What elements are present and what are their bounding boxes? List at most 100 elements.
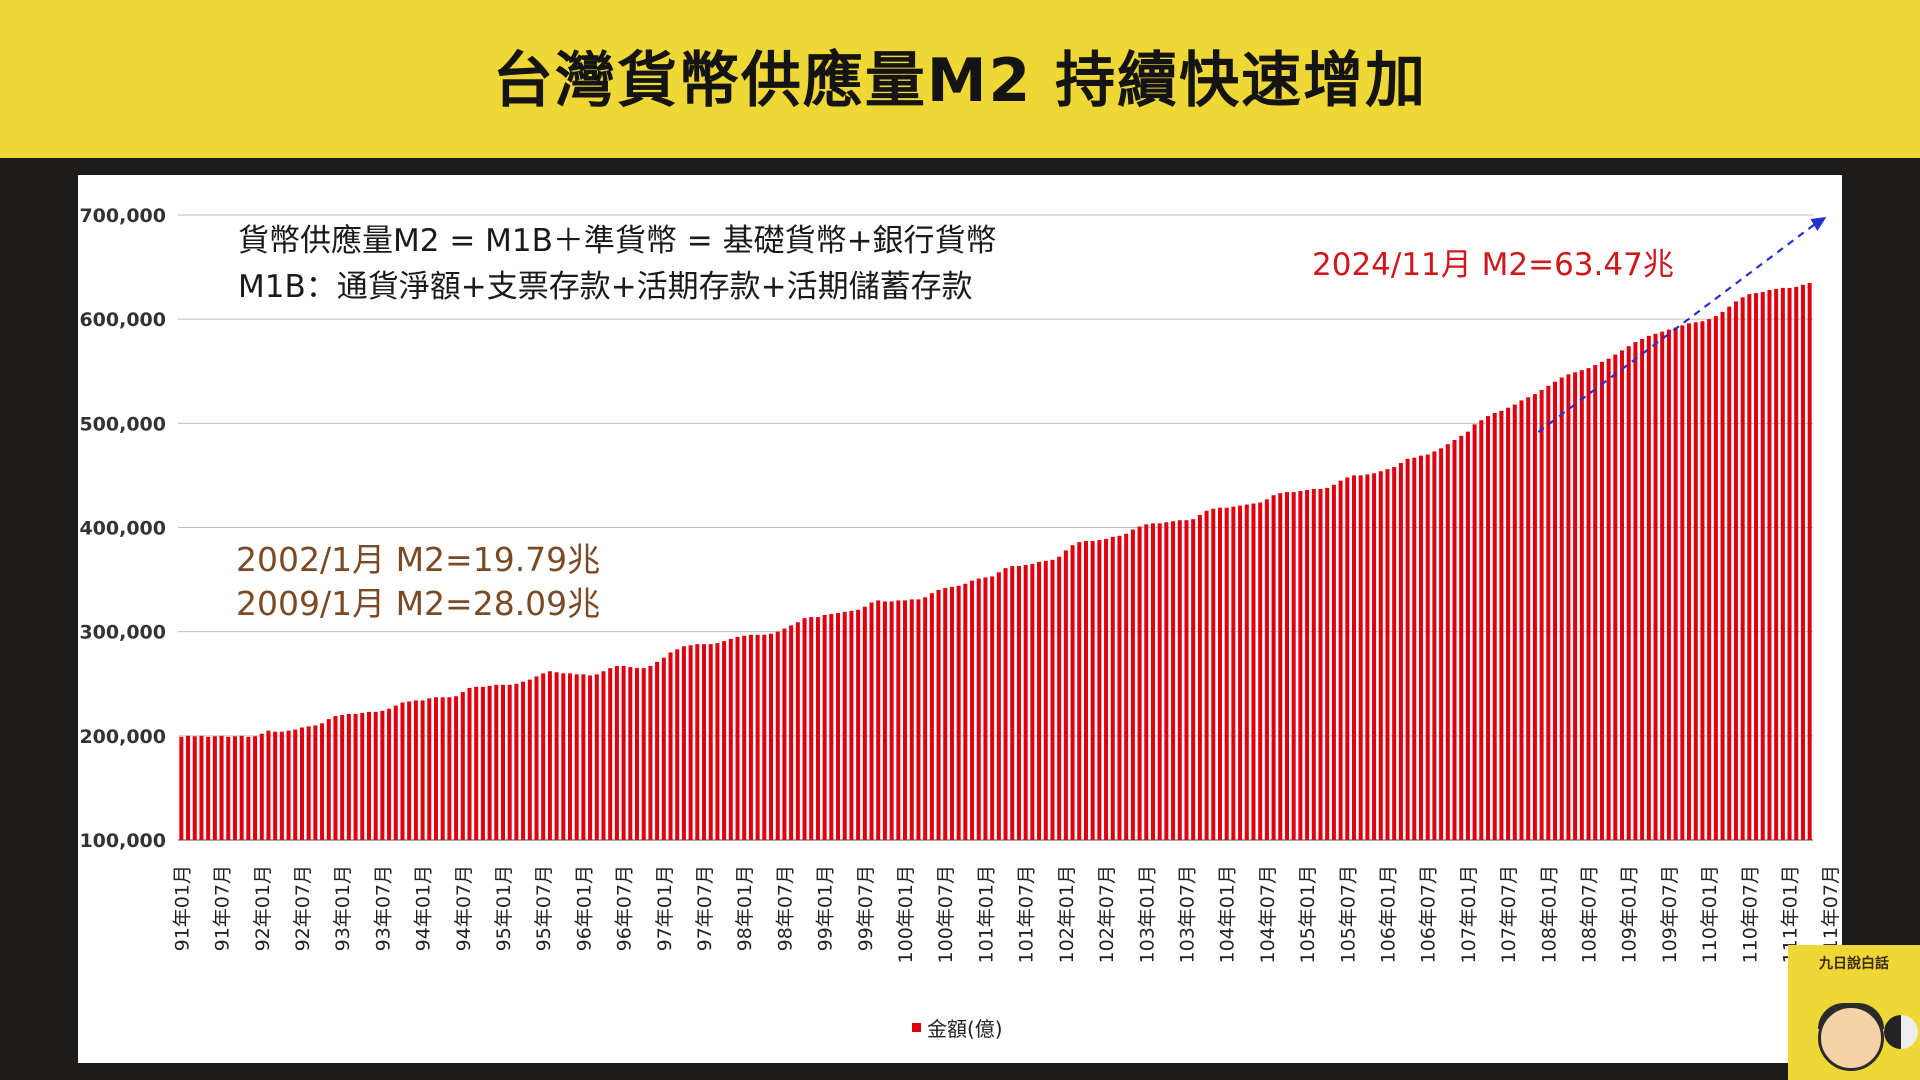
bar	[1070, 545, 1075, 840]
bar	[366, 711, 371, 840]
x-tick-label: 92年07月	[292, 865, 314, 951]
x-tick-label: 97年01月	[654, 865, 676, 951]
bar	[1519, 400, 1524, 840]
bar	[581, 674, 586, 840]
bar	[1452, 440, 1457, 840]
bar	[923, 597, 928, 840]
bar	[1305, 490, 1310, 840]
y-tick-label: 400,000	[79, 518, 166, 540]
bar	[1633, 342, 1638, 840]
bar	[1291, 492, 1296, 840]
bar	[1338, 480, 1343, 840]
bar	[1747, 294, 1752, 841]
x-tick-label: 109年07月	[1659, 865, 1681, 963]
bar	[1171, 521, 1176, 840]
bar	[1083, 541, 1088, 840]
bar	[1197, 515, 1202, 840]
yin-yang-icon	[1884, 1015, 1918, 1049]
bar	[668, 652, 673, 840]
bar	[226, 736, 231, 840]
bar	[1532, 394, 1537, 840]
bar	[1787, 287, 1792, 841]
bar	[594, 674, 599, 840]
bar	[1687, 323, 1692, 840]
bar	[1646, 335, 1651, 840]
bar	[567, 673, 573, 840]
x-tick-label: 99年07月	[855, 865, 877, 951]
bar	[521, 681, 526, 840]
bar	[313, 725, 318, 840]
bar	[1211, 508, 1216, 840]
bar	[648, 666, 653, 840]
bar	[1184, 520, 1189, 840]
bar	[514, 683, 519, 840]
bar	[775, 631, 780, 840]
bar	[836, 612, 841, 840]
bar	[1412, 457, 1417, 840]
m2-definition-note: 貨幣供應量M2 = M1B＋準貨幣 = 基礎貨幣+銀行貨幣	[238, 223, 997, 259]
avatar	[1818, 1005, 1884, 1071]
bar	[467, 687, 472, 840]
bar	[1425, 454, 1430, 840]
x-tick-label: 92年01月	[252, 865, 274, 951]
bar	[232, 736, 237, 840]
x-tick-label: 103年07月	[1176, 865, 1198, 963]
bar	[299, 727, 304, 840]
bar	[929, 593, 934, 840]
m2-2009-annotation: 2009/1月 M2=28.09兆	[236, 584, 601, 623]
bar	[1144, 524, 1149, 840]
x-tick-label: 102年07月	[1096, 865, 1118, 963]
bar	[909, 599, 914, 840]
bar	[1150, 523, 1155, 840]
bar	[1398, 462, 1403, 840]
bar	[1057, 556, 1062, 840]
bar	[588, 675, 593, 840]
bar	[815, 617, 820, 840]
bar	[641, 668, 646, 840]
bar	[413, 700, 418, 840]
bar	[1472, 424, 1477, 840]
bar	[1653, 333, 1658, 840]
bar	[1050, 559, 1055, 840]
bar	[1613, 354, 1618, 840]
x-tick-label: 106年07月	[1418, 865, 1440, 963]
header-banner: 台灣貨幣供應量M2 持續快速增加	[0, 0, 1920, 158]
bar	[373, 711, 378, 840]
bar	[1278, 493, 1283, 840]
bar	[996, 572, 1001, 840]
x-tick-label: 97年07月	[694, 865, 716, 951]
bar	[722, 641, 727, 840]
bar	[293, 729, 298, 840]
bar	[976, 578, 981, 840]
x-tick-label: 110年07月	[1739, 865, 1761, 963]
bar	[1077, 542, 1082, 840]
bar	[420, 700, 425, 840]
bar	[1003, 568, 1008, 840]
y-tick-label: 700,000	[79, 205, 166, 227]
bar	[1526, 397, 1531, 840]
bar	[889, 601, 894, 840]
bar	[1010, 566, 1015, 840]
bar	[1780, 287, 1785, 841]
x-tick-label: 105年07月	[1337, 865, 1359, 963]
bar	[1264, 499, 1269, 840]
bar	[990, 576, 995, 840]
bar	[1418, 455, 1424, 840]
bar	[427, 698, 432, 840]
bar	[433, 697, 438, 840]
bar	[1298, 491, 1303, 840]
bar	[762, 634, 767, 840]
x-tick-label: 107年07月	[1498, 865, 1520, 963]
bar	[742, 635, 747, 840]
bar	[916, 599, 921, 840]
bar	[1358, 475, 1363, 840]
bar	[735, 636, 740, 840]
bar	[1137, 526, 1142, 840]
bar	[206, 736, 211, 840]
y-tick-label: 300,000	[79, 622, 166, 644]
chart-legend: 金額(億)	[912, 1013, 1003, 1042]
bar	[869, 602, 874, 840]
bar	[655, 661, 660, 840]
bar	[708, 644, 713, 840]
x-tick-label: 110年01月	[1699, 865, 1721, 963]
